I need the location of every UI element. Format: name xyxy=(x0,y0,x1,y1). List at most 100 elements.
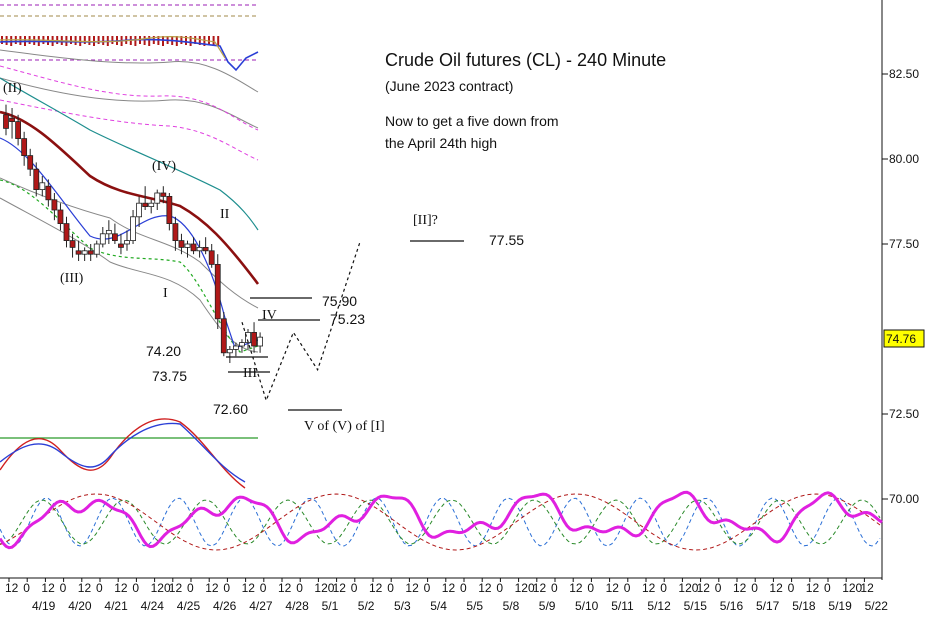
x-date-label: 5/16 xyxy=(720,599,744,613)
x-hour-label: 0 xyxy=(60,581,67,595)
oscillator-panel xyxy=(0,418,883,551)
candle-body xyxy=(251,331,257,347)
upper-band-2 xyxy=(0,77,259,129)
x-date-label: 4/24 xyxy=(141,599,165,613)
x-date-label: 5/15 xyxy=(684,599,708,613)
wave-label: I xyxy=(163,286,168,301)
candle-body xyxy=(45,185,52,201)
level-label-74-20: 74.20 xyxy=(146,343,181,359)
candle-body xyxy=(136,202,143,218)
x-hour-label: 0 xyxy=(496,581,503,595)
x-hour-label: 12 xyxy=(369,581,383,595)
x-hour-label: 12 xyxy=(5,581,19,595)
x-hour-label: 0 xyxy=(351,581,358,595)
chart-note-line: Now to get a five down from xyxy=(385,113,559,129)
projected-wave-path xyxy=(241,242,361,403)
wave-label: III xyxy=(243,366,257,381)
x-hour-label: 12 xyxy=(169,581,183,595)
x-hour-label: 0 xyxy=(424,581,431,595)
candle-body xyxy=(51,199,58,211)
x-hour-label: 12 xyxy=(333,581,347,595)
cycle-line xyxy=(0,493,881,551)
x-date-label: 4/21 xyxy=(104,599,128,613)
top-indicator-panel xyxy=(0,4,259,72)
x-hour-label: 0 xyxy=(751,581,758,595)
level-label-77-55: 77.55 xyxy=(489,232,524,248)
teal-ma xyxy=(0,77,259,231)
x-date-label: 5/12 xyxy=(647,599,671,613)
x-hour-label: 0 xyxy=(296,581,303,595)
y-tick-label: 70.00 xyxy=(889,492,919,506)
x-date-label: 4/27 xyxy=(249,599,273,613)
wave-label: V of (V) of [I] xyxy=(304,419,385,434)
chart-title: Crude Oil futures (CL) - 240 Minute xyxy=(385,50,666,70)
x-date-label: 5/19 xyxy=(828,599,852,613)
histogram-ref-line xyxy=(0,36,226,59)
x-date-label: 4/19 xyxy=(32,599,56,613)
current-price-value: 74.76 xyxy=(886,332,916,346)
green-dashed-ma xyxy=(0,179,259,353)
candle-body xyxy=(15,121,22,139)
candle-body xyxy=(142,202,149,207)
price-axis: 82.50 80.00 77.50 72.50 70.00 74.76 xyxy=(881,0,925,580)
x-hour-label: 120 xyxy=(678,581,698,595)
candle-body xyxy=(118,243,124,248)
candle-body xyxy=(148,202,155,207)
candle-body xyxy=(3,114,9,129)
x-hour-label: 0 xyxy=(387,581,394,595)
x-hour-label: 12 xyxy=(642,581,656,595)
x-hour-label: 0 xyxy=(788,581,795,595)
x-hour-label: 12 xyxy=(697,581,711,595)
candle-body xyxy=(160,192,167,197)
candle-body xyxy=(87,250,94,255)
level-lines xyxy=(226,240,464,411)
candle-body xyxy=(172,223,179,242)
y-tick-label: 82.50 xyxy=(889,67,919,81)
x-date-label: 4/28 xyxy=(285,599,309,613)
wave-label: II xyxy=(220,207,230,222)
x-hour-label: 12 xyxy=(205,581,219,595)
x-hour-label: 12 xyxy=(860,581,874,595)
magenta-band-1 xyxy=(0,65,259,131)
x-hour-label: 12 xyxy=(606,581,620,595)
x-hour-label: 12 xyxy=(41,581,55,595)
oscillator-fast xyxy=(0,418,246,489)
wave-label: (II) xyxy=(3,81,22,96)
x-hour-label: 0 xyxy=(187,581,194,595)
x-date-label: 5/8 xyxy=(503,599,520,613)
candle-body xyxy=(69,240,76,248)
cycle-line xyxy=(0,499,881,545)
x-date-label: 5/10 xyxy=(575,599,599,613)
y-tick-label: 80.00 xyxy=(889,152,919,166)
x-hour-label: 0 xyxy=(260,581,267,595)
x-date-labels: 4/19 4/20 4/21 4/24 4/25 4/26 4/27 4/28 5/1 5/2 5/… xyxy=(32,599,888,613)
weighted-ma xyxy=(0,110,260,285)
candle-body xyxy=(93,243,100,255)
chart-subtitle: (June 2023 contract) xyxy=(385,78,513,94)
candles xyxy=(3,104,264,363)
candle-body xyxy=(245,331,251,343)
x-hour-label: 12 xyxy=(442,581,456,595)
x-hour-label: 0 xyxy=(460,581,467,595)
upper-band-1 xyxy=(0,49,259,93)
candle-body xyxy=(112,233,118,242)
candle-body xyxy=(130,216,136,242)
current-price-badge xyxy=(883,329,925,348)
x-hour-label: 120 xyxy=(314,581,334,595)
x-date-label: 4/25 xyxy=(177,599,201,613)
wave-label: IV xyxy=(262,308,277,323)
x-hour-label: 0 xyxy=(824,581,831,595)
x-hour-label: 0 xyxy=(715,581,722,595)
candle-body xyxy=(21,138,28,157)
candle-body xyxy=(190,243,197,252)
candle-body xyxy=(220,318,227,354)
level-label-73-75: 73.75 xyxy=(152,368,187,384)
x-hour-label: 0 xyxy=(660,581,667,595)
x-hour-label: 0 xyxy=(96,581,103,595)
x-hour-label: 120 xyxy=(842,581,862,595)
candle-body xyxy=(226,348,233,354)
candle-body xyxy=(9,117,15,122)
x-hour-label: 12 xyxy=(242,581,256,595)
